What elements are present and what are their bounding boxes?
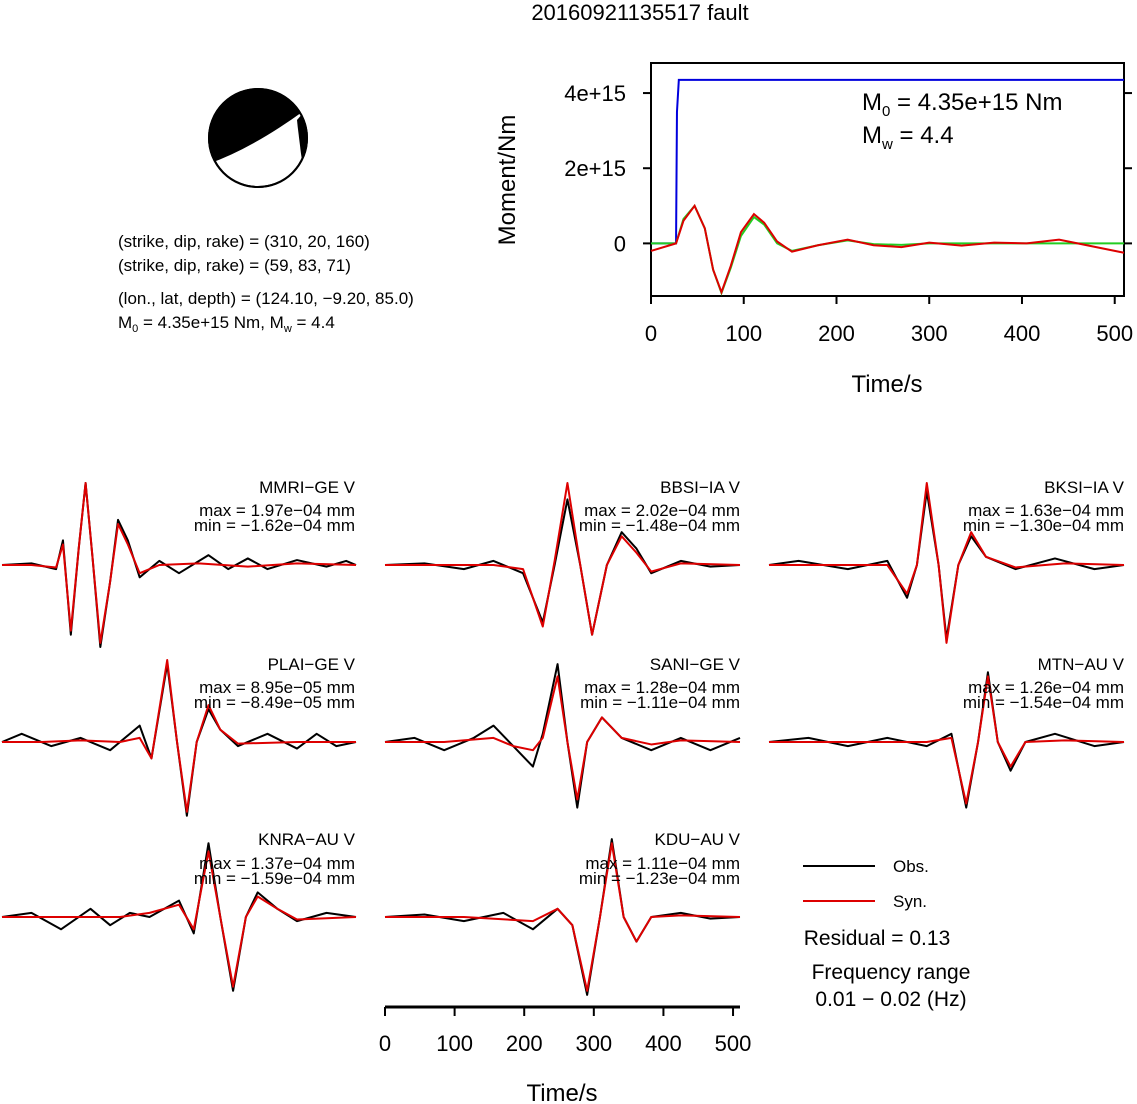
moment-rate-line-green — [651, 203, 1124, 296]
moment-ytick-label: 2e+15 — [564, 156, 626, 181]
station-max: max = 1.37e−04 mm — [199, 854, 355, 873]
synthetic-waveform — [2, 659, 356, 813]
waveform-xtick-label: 100 — [436, 1031, 473, 1056]
waveform-xlabel: Time/s — [526, 1080, 597, 1104]
waveform-xtick-label: 200 — [506, 1031, 543, 1056]
residual-text: Residual = 0.13 — [804, 927, 951, 950]
station-max: max = 1.63e−04 mm — [968, 501, 1124, 520]
station-name: MMRI−GE V — [259, 478, 356, 497]
station-min: min = −1.30e−04 mm — [963, 516, 1124, 535]
moment-xtick-label: 400 — [1004, 321, 1041, 346]
station-min: min = −1.59e−04 mm — [194, 869, 355, 888]
synthetic-waveform — [769, 675, 1125, 805]
station-max: max = 1.28e−04 mm — [584, 678, 740, 697]
frequency-range-label: Frequency range — [812, 961, 971, 984]
station-name: KNRA−AU V — [258, 830, 355, 849]
station-min: min = −1.23e−04 mm — [579, 869, 740, 888]
synthetic-waveform — [2, 482, 357, 644]
frequency-range-value: 0.01 − 0.02 (Hz) — [815, 988, 966, 1011]
moment-xlabel: Time/s — [851, 371, 922, 398]
moment-xtick-label: 300 — [911, 321, 948, 346]
station-name: BBSI−IA V — [660, 478, 741, 497]
waveform-x-axis: 0 100 200 300 400 500 — [379, 1005, 752, 1056]
moment-xtick-label: 0 — [645, 321, 657, 346]
mechanism-info: (strike, dip, rake) = (310, 20, 160) (st… — [118, 232, 414, 335]
synthetic-waveform — [385, 675, 741, 801]
waveform-xtick-label: 400 — [645, 1031, 682, 1056]
waveform-xtick-label: 0 — [379, 1031, 391, 1056]
figure-title: 20160921135517 fault — [531, 0, 748, 25]
moment-rate-line-red — [650, 203, 1125, 296]
moment-xtick-label: 200 — [818, 321, 855, 346]
legend: Obs. Syn. — [803, 857, 929, 911]
station-max: max = 2.02e−04 mm — [584, 501, 740, 520]
legend-obs-label: Obs. — [893, 857, 929, 876]
moment-ylabel: Moment/Nm — [494, 115, 521, 246]
station-name: KDU−AU V — [655, 830, 741, 849]
moment-ytick-label: 4e+15 — [564, 81, 626, 106]
station-max: max = 1.97e−04 mm — [199, 501, 355, 520]
moment-ytick-label: 0 — [614, 231, 626, 256]
station-max: max = 1.11e−04 mm — [585, 854, 740, 873]
waveform-xtick-label: 300 — [575, 1031, 612, 1056]
mechanism-line2: (strike, dip, rake) = (59, 83, 71) — [118, 256, 351, 275]
synthetic-waveform — [769, 482, 1125, 644]
moment-annotation-m0: M0 = 4.35e+15 Nm — [862, 89, 1062, 120]
waveform-xtick-label: 500 — [715, 1031, 752, 1056]
station-max: max = 8.95e−05 mm — [199, 678, 355, 697]
mechanism-line4: M0 = 4.35e+15 Nm, Mw = 4.4 — [118, 313, 335, 335]
station-min: min = −1.11e−04 mm — [580, 693, 740, 712]
mechanism-line3: (lon., lat, depth) = (124.10, −9.20, 85.… — [118, 289, 414, 308]
synthetic-waveform — [385, 842, 741, 992]
moment-plot-frame — [650, 62, 1125, 297]
station-min: min = −1.62e−04 mm — [194, 516, 355, 535]
station-min: min = −8.49e−05 mm — [194, 693, 355, 712]
observed-waveform — [1, 663, 357, 817]
moment-chart: 0 100 200 300 400 500 0 2e+15 4e+15 Moment/Nm Ti… — [494, 62, 1133, 398]
moment-xtick-label: 100 — [725, 321, 762, 346]
moment-annotation-mw: Mw = 4.4 — [862, 122, 954, 153]
station-name: MTN−AU V — [1038, 655, 1125, 674]
moment-xtick-label: 500 — [1096, 321, 1133, 346]
station-name: PLAI−GE V — [268, 655, 356, 674]
legend-syn-label: Syn. — [893, 892, 927, 911]
station-max: max = 1.26e−04 mm — [968, 678, 1124, 697]
mechanism-line1: (strike, dip, rake) = (310, 20, 160) — [118, 232, 370, 251]
station-min: min = −1.48e−04 mm — [579, 516, 740, 535]
station-name: SANI−GE V — [650, 655, 741, 674]
beachball-icon — [208, 88, 308, 188]
synthetic-waveform — [2, 850, 357, 988]
synthetic-waveform — [385, 482, 741, 636]
station-min: min = −1.54e−04 mm — [963, 693, 1124, 712]
station-name: BKSI−IA V — [1044, 478, 1125, 497]
